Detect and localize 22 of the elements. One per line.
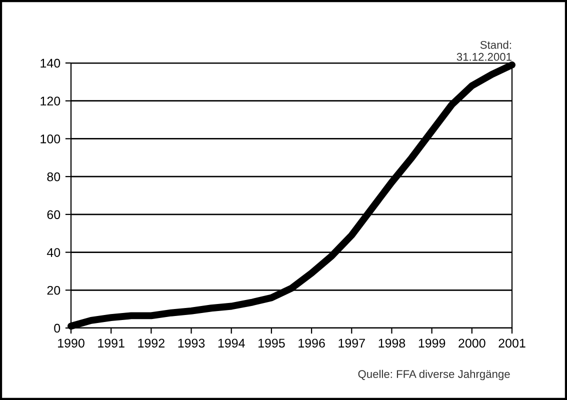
x-tick-label: 1990 bbox=[58, 338, 84, 348]
x-tick-label: 1995 bbox=[258, 338, 285, 348]
x-tick-label: 1999 bbox=[418, 338, 446, 348]
text: Stand: 31.12.2001 bbox=[456, 40, 512, 61]
x-tick-label: 1992 bbox=[138, 338, 164, 348]
source-note: Quelle: FFA diverse Jahrgänge bbox=[358, 370, 510, 380]
x-tick-label: 2001 bbox=[498, 338, 526, 348]
y-tick-label: 20 bbox=[47, 286, 60, 295]
y-tick-label: 100 bbox=[40, 134, 60, 144]
x-tick-label: 1993 bbox=[178, 338, 205, 348]
y-tick-label: 40 bbox=[46, 248, 60, 257]
y-tick-label: 140 bbox=[40, 58, 60, 68]
x-tick-label: 1996 bbox=[298, 338, 325, 348]
y-tick-label: 120 bbox=[40, 96, 60, 106]
y-tick-label: 60 bbox=[47, 210, 60, 220]
y-tick-label: 80 bbox=[47, 172, 60, 182]
x-tick-label: 1997 bbox=[338, 338, 365, 348]
x-tick-label: 1994 bbox=[218, 338, 245, 348]
x-tick-label: 1991 bbox=[98, 338, 124, 348]
y-tick-label: 0 bbox=[54, 324, 60, 333]
x-tick-label: 1998 bbox=[378, 338, 406, 348]
x-tick-label: 2000 bbox=[458, 338, 486, 348]
